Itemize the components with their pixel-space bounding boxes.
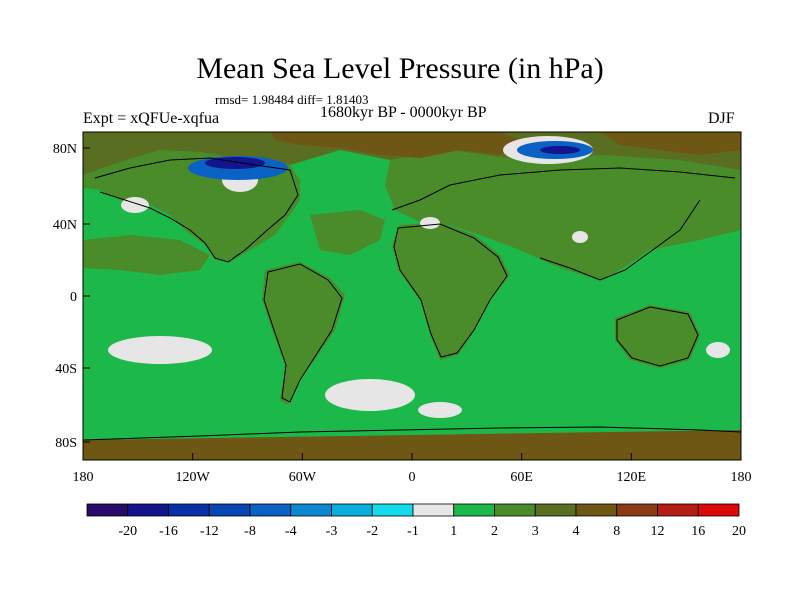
colorbar-label: 3 <box>532 524 539 539</box>
lon-tick-label: 120W <box>176 470 211 485</box>
white-patch-south-atlantic <box>325 379 415 411</box>
south-america-region <box>262 262 345 405</box>
colorbar-label: -3 <box>326 524 338 539</box>
lat-tick-label: 40S <box>55 362 77 377</box>
colorbar-label: -2 <box>366 524 378 539</box>
map-title: Mean Sea Level Pressure (in hPa) <box>196 52 604 85</box>
colorbar-swatch <box>657 503 699 517</box>
colorbar-swatch <box>697 503 740 517</box>
colorbar-label: 4 <box>573 524 580 539</box>
colorbar-label: -16 <box>159 524 178 539</box>
colorbar-label: -4 <box>285 524 297 539</box>
australia-region <box>615 305 700 368</box>
colorbar: -20 -16 -12 -8 -4 -3 -2 -1 1 2 3 4 8 12 16 20 <box>86 503 746 539</box>
colorbar-label: -8 <box>244 524 256 539</box>
white-patch-australia <box>706 342 730 358</box>
colorbar-swatch <box>616 503 658 517</box>
white-patch-south-pacific <box>108 336 212 364</box>
coastlines <box>82 157 742 441</box>
colorbar-label: 20 <box>732 524 746 539</box>
white-patch-north-pacific <box>121 197 149 213</box>
lat-tick-label: 40N <box>53 218 77 233</box>
stats-text: rmsd= 1.98484 diff= 1.81403 <box>215 92 369 107</box>
pacific-olive-region <box>83 235 210 275</box>
africa-region <box>392 222 510 360</box>
colorbar-label: -20 <box>118 524 137 539</box>
eurasia-region <box>385 150 741 280</box>
lon-tick-label: 180 <box>73 470 94 485</box>
colorbar-label: -12 <box>200 524 219 539</box>
colorbar-swatch <box>331 503 373 517</box>
colorbar-swatch <box>453 503 495 517</box>
season-label: DJF <box>708 110 735 127</box>
dark-blue-patch-siberia <box>540 146 580 154</box>
white-patch-mediterranean <box>420 217 440 229</box>
lon-tick-label: 120E <box>617 470 647 485</box>
lat-tick-label: 0 <box>70 290 77 305</box>
colorbar-swatch <box>412 503 455 517</box>
colorbar-swatch <box>575 503 618 517</box>
period-label: 1680kyr BP - 0000kyr BP <box>320 104 487 121</box>
siberia-brown-region <box>600 132 741 155</box>
lon-tick-label: 180 <box>731 470 752 485</box>
white-patch-southern-ocean <box>418 402 462 418</box>
arctic-brown-region <box>270 132 520 158</box>
colorbar-label: 1 <box>450 524 457 539</box>
colorbar-swatch <box>127 503 169 517</box>
colorbar-label: 2 <box>491 524 498 539</box>
colorbar-label: 12 <box>651 524 665 539</box>
colorbar-swatch <box>86 503 129 517</box>
latitude-axis: 80N 40N 0 40S 80S <box>53 142 90 451</box>
colorbar-swatch <box>249 503 292 517</box>
colorbar-label: 16 <box>691 524 705 539</box>
lat-tick-label: 80S <box>55 436 77 451</box>
antarctic-brown-region <box>83 430 741 460</box>
longitude-axis: 180 120W 60W 0 60E 120E 180 <box>73 453 752 485</box>
colorbar-swatch <box>534 503 577 517</box>
experiment-label: Expt = xQFUe-xqfua <box>83 110 220 127</box>
lon-tick-label: 60E <box>510 470 533 485</box>
colorbar-swatch <box>371 503 414 517</box>
lon-tick-label: 0 <box>409 470 416 485</box>
colorbar-swatch <box>168 503 210 517</box>
colorbar-swatch <box>208 503 251 517</box>
colorbar-label: 8 <box>613 524 620 539</box>
white-patch-asia <box>572 231 588 243</box>
colorbar-swatch <box>494 503 536 517</box>
lon-tick-label: 60W <box>289 470 317 485</box>
map-panel <box>82 131 742 461</box>
north-atlantic-olive-region <box>310 210 385 255</box>
colorbar-swatch <box>290 503 332 517</box>
lat-tick-label: 80N <box>53 142 77 157</box>
colorbar-label: -1 <box>407 524 419 539</box>
